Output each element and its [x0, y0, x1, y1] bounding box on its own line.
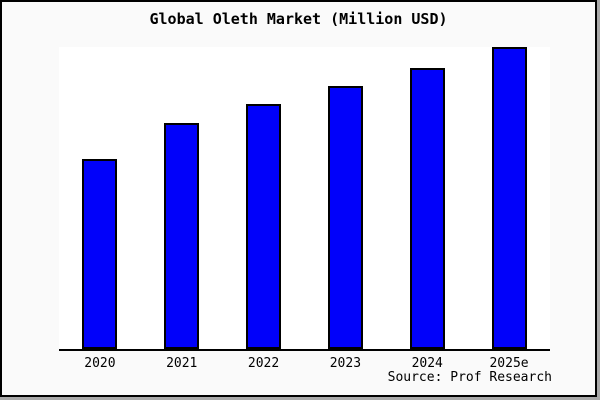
bar-2023: [327, 86, 363, 349]
bar-slot: [223, 47, 305, 349]
x-axis-labels: 2020 2021 2022 2023 2024 2025e: [59, 356, 550, 371]
bars-container: [59, 47, 550, 349]
x-tick-label-2025e: 2025e: [489, 356, 529, 371]
bar-2020: [82, 158, 118, 349]
bar-slot: [468, 47, 550, 349]
x-tick-label-2021: 2021: [166, 356, 198, 371]
source-label: Source: Prof Research: [387, 370, 552, 385]
bar-slot: [141, 47, 223, 349]
x-tick-label-2022: 2022: [247, 356, 280, 371]
x-tick-label-2023: 2023: [329, 356, 362, 371]
bar-2025e: [491, 47, 527, 349]
x-tick-label-2020: 2020: [84, 356, 116, 371]
chart-title: Global Oleth Market (Million USD): [149, 10, 448, 28]
x-tick-label-2024: 2024: [411, 356, 443, 371]
bar-2021: [164, 122, 200, 349]
bar-2024: [409, 68, 445, 349]
bar-slot: [386, 47, 468, 349]
plot-area: [59, 47, 550, 351]
bar-2022: [246, 104, 282, 349]
bar-slot: [304, 47, 386, 349]
bar-slot: [59, 47, 141, 349]
